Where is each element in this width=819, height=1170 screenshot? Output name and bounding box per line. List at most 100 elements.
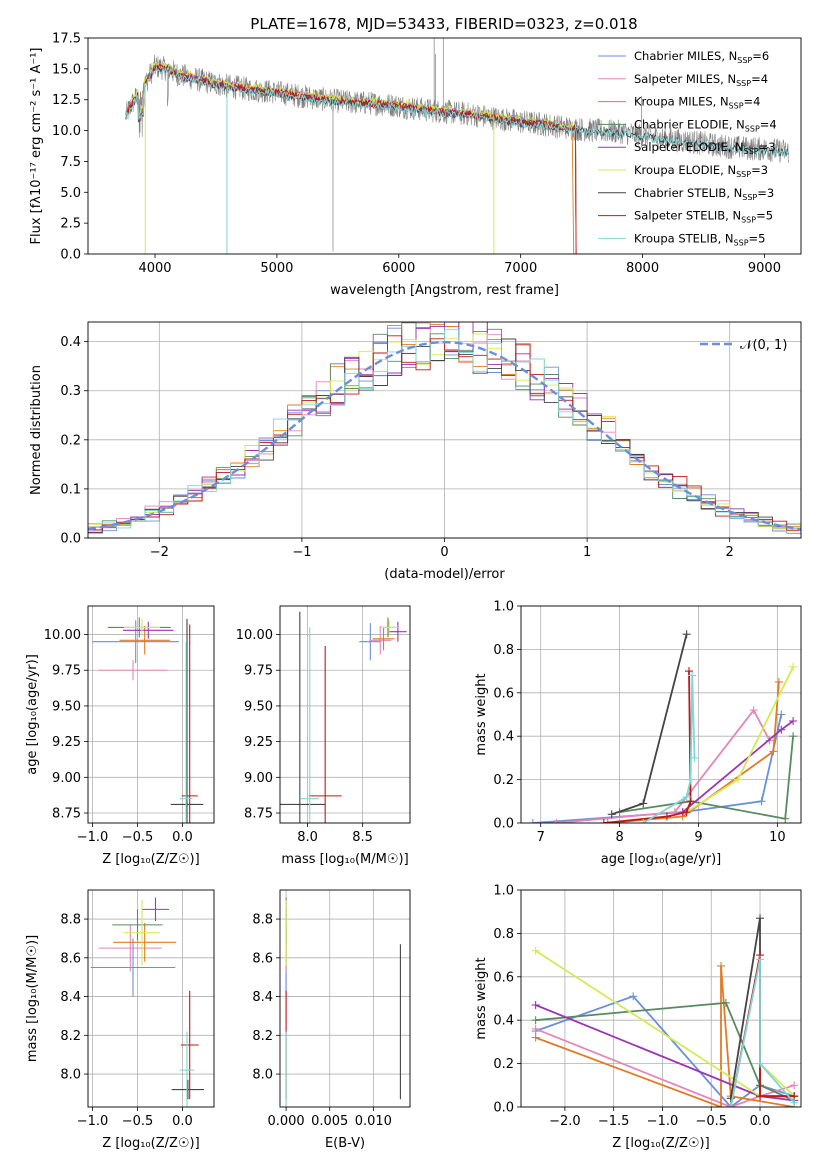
model-line-4 (125, 64, 577, 254)
legend-label: Chabrier ELODIE, NSSP=4 (634, 117, 777, 133)
errorbar-point-6 (171, 1079, 205, 1100)
x-tick-label: 10 (769, 830, 786, 845)
y-tick-label: 9.25 (244, 735, 273, 750)
y-tick-label: 0.8 (493, 927, 514, 942)
weight-line-8 (729, 959, 795, 1107)
legend-suffix: =3 (757, 186, 774, 200)
errorbar-point-3 (112, 909, 163, 941)
y-tick-label: 7.5 (60, 155, 81, 170)
y-tick-label: 9.00 (52, 771, 81, 786)
y-axis-label: age [log₁₀(age/yr)] (25, 654, 40, 775)
errorbar-point-4 (142, 897, 169, 921)
y-tick-label: 0.2 (60, 433, 81, 448)
x-tick-label: 0.005 (311, 1114, 348, 1129)
plus-marker (629, 992, 638, 1001)
x-axis-label: Z [log₁₀(Z/Z☉)] (612, 1136, 709, 1151)
weight-line-0 (535, 995, 795, 1107)
errorbar-point-2 (372, 627, 395, 651)
x-tick-label: 6000 (382, 261, 415, 276)
errorbar-point-8 (179, 1031, 195, 1107)
x-axis-label: Z [log₁₀(Z/Z☉)] (102, 1136, 199, 1151)
axes-frame (87, 321, 802, 539)
errorbar-point-1 (98, 660, 168, 681)
y-tick-label: 0.2 (493, 1057, 514, 1072)
y-tick-label: 0.6 (493, 686, 514, 701)
legend-sub: SSP (729, 102, 744, 111)
y-tick-label: 8.8 (252, 913, 273, 928)
legend-label: 𝒩(0, 1) (740, 338, 787, 353)
model-line-3 (125, 62, 577, 254)
legend-sub: SSP (741, 216, 756, 225)
errorbar-point-2 (113, 922, 177, 962)
errorbar-point-8 (300, 627, 319, 823)
plus-marker (607, 810, 616, 819)
plus-marker (789, 717, 798, 726)
plus-marker (599, 819, 608, 823)
x-tick-label: 9 (694, 830, 702, 845)
x-axis-label: age [log₁₀(age/yr)] (601, 852, 722, 867)
y-tick-label: 8.6 (252, 951, 273, 966)
y-axis-label: mass weight (474, 673, 489, 755)
legend-sub: SSP (736, 170, 751, 179)
legend-sub: SSP (742, 193, 757, 202)
weight-line-1 (556, 708, 771, 823)
plot-area (531, 914, 799, 1107)
errorbar-point-0 (90, 938, 176, 997)
gaussian-curve (88, 340, 801, 531)
plus-marker (756, 955, 765, 964)
plus-marker (639, 799, 648, 808)
plot-area (90, 897, 205, 1107)
x-tick-label: −0.5 (122, 830, 154, 845)
axes-mass_vs_Z: −1.0 −0.5 0.0 8.0 8.2 8.4 8.6 8.8 Z [log₁₀(Z/Z☉)… (25, 889, 215, 1151)
plus-marker (717, 961, 725, 970)
plus-marker (552, 819, 561, 823)
legend-label: Chabrier STELIB, NSSP=3 (634, 186, 774, 202)
plus-marker (603, 819, 612, 823)
y-tick-label: 10.00 (44, 628, 81, 643)
x-tick-label: 8000 (626, 261, 659, 276)
errorbar-point-8 (179, 641, 193, 823)
y-tick-label: 9.75 (52, 664, 81, 679)
y-tick-label: 15.0 (52, 62, 81, 77)
errorbar-point-7 (181, 624, 198, 823)
y-tick-label: 9.75 (244, 664, 273, 679)
x-tick-label: −1.0 (647, 1114, 679, 1129)
x-tick-label: 7000 (504, 261, 537, 276)
errorbar-point-7 (308, 645, 342, 823)
plus-marker (682, 792, 691, 801)
y-tick-label: 0.4 (493, 1014, 514, 1029)
y-tick-label: 0.2 (493, 773, 514, 788)
weight-line-7 (603, 671, 692, 823)
legend-sub: SSP (734, 238, 749, 247)
legend-sub: SSP (745, 124, 760, 133)
model-line-5 (125, 61, 577, 254)
y-tick-label: 8.4 (60, 990, 81, 1005)
x-tick-label: −1.0 (77, 1114, 109, 1129)
axes-frame (87, 605, 215, 824)
plus-marker (781, 814, 790, 823)
legend-suffix: =5 (756, 209, 773, 223)
plus-marker (685, 667, 693, 676)
y-tick-label: 8.0 (252, 1068, 273, 1083)
x-tick-label: 8 (615, 830, 623, 845)
y-tick-label: 2.5 (60, 217, 81, 232)
y-tick-label: 0.3 (60, 384, 81, 399)
y-axis-label: mass weight (474, 957, 489, 1039)
plus-marker (531, 1016, 540, 1025)
plus-marker (756, 1092, 765, 1101)
y-axis-label: Flux [fλ10⁻¹⁷ erg cm⁻² s⁻¹ A⁻¹] (29, 48, 44, 245)
plus-marker (682, 630, 691, 639)
legend-suffix: =4 (751, 72, 768, 86)
errorbar-point-0 (92, 620, 179, 664)
plot-area (528, 630, 798, 823)
axes-frame (87, 37, 802, 255)
plot-area (88, 322, 801, 534)
y-tick-label: 0.4 (60, 335, 81, 350)
y-tick-label: 8.6 (60, 951, 81, 966)
x-tick-label: −0.5 (695, 1114, 727, 1129)
legend-suffix: =5 (749, 231, 766, 245)
weight-line-6 (611, 633, 688, 816)
errorbar-point-6 (170, 618, 204, 823)
plus-marker (682, 808, 691, 817)
x-tick-label: 0.010 (355, 1114, 392, 1129)
